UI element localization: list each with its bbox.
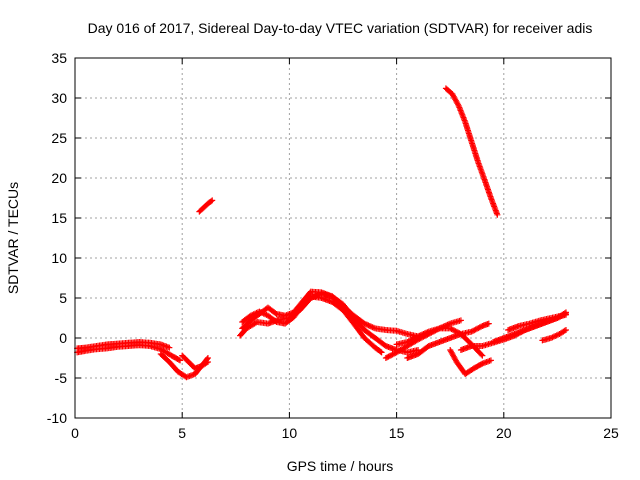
x-tick-label: 0 bbox=[71, 425, 79, 441]
data-point bbox=[175, 356, 182, 363]
data-point bbox=[209, 197, 216, 204]
data-point bbox=[485, 320, 492, 327]
plot-frame bbox=[74, 57, 612, 419]
data-series bbox=[442, 85, 501, 218]
x-tick-label: 15 bbox=[389, 425, 405, 441]
data-point bbox=[494, 211, 501, 218]
y-tick-label: 5 bbox=[59, 290, 67, 306]
x-tick-label: 20 bbox=[496, 425, 512, 441]
data-point bbox=[272, 310, 279, 317]
y-tick-label: 35 bbox=[51, 50, 67, 66]
data-point bbox=[487, 357, 494, 364]
data-series bbox=[74, 339, 173, 352]
data-series bbox=[157, 351, 211, 381]
data-point bbox=[479, 352, 486, 359]
y-tick-label: 20 bbox=[51, 170, 67, 186]
data-point bbox=[478, 351, 485, 358]
data-point bbox=[166, 344, 173, 351]
data-point bbox=[478, 361, 485, 368]
y-tick-label: 10 bbox=[51, 250, 67, 266]
data-series bbox=[196, 197, 216, 215]
data-series bbox=[239, 293, 385, 356]
chart-title: Day 016 of 2017, Sidereal Day-to-day VTE… bbox=[88, 20, 593, 36]
data-point bbox=[457, 317, 464, 324]
data-series bbox=[447, 347, 494, 377]
y-tick-label: 25 bbox=[51, 130, 67, 146]
data-series bbox=[404, 320, 492, 361]
y-tick-label: -5 bbox=[55, 370, 68, 386]
y-tick-label: -10 bbox=[47, 410, 67, 426]
y-tick-label: 15 bbox=[51, 210, 67, 226]
data-point bbox=[478, 323, 485, 330]
x-axis-label: GPS time / hours bbox=[287, 458, 394, 474]
data-point bbox=[561, 327, 568, 334]
grid bbox=[75, 58, 611, 418]
data-point bbox=[377, 348, 384, 355]
data-series bbox=[382, 317, 464, 361]
data-point bbox=[208, 198, 215, 205]
data-series bbox=[505, 311, 569, 333]
data-point bbox=[562, 311, 569, 318]
data-point bbox=[435, 326, 442, 333]
x-tick-label: 10 bbox=[282, 425, 298, 441]
y-axis-label: SDTVAR / TECUs bbox=[5, 182, 21, 294]
data-point bbox=[455, 101, 462, 108]
y-tick-label: 30 bbox=[51, 90, 67, 106]
x-tick-label: 25 bbox=[603, 425, 619, 441]
axis-ticks: 0 5 10 15 20 25 -10 -5 0 5 10 15 20 25 30 35 bbox=[47, 50, 619, 441]
data-point bbox=[272, 318, 279, 325]
data-point bbox=[204, 355, 211, 361]
y-tick-label: 0 bbox=[59, 330, 67, 346]
data-points bbox=[74, 85, 569, 381]
data-point bbox=[562, 327, 569, 333]
x-tick-label: 5 bbox=[178, 425, 186, 441]
data-series bbox=[539, 327, 569, 344]
data-point bbox=[378, 349, 385, 356]
data-point bbox=[177, 357, 184, 364]
data-point bbox=[204, 356, 211, 363]
